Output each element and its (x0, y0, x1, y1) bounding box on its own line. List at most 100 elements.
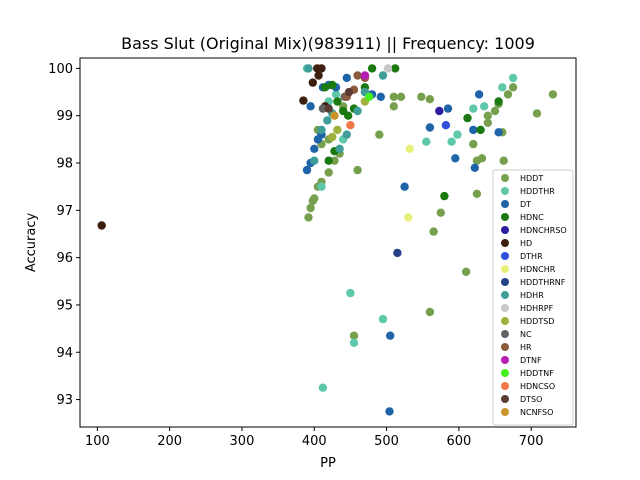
point-hdnc-2 (333, 97, 342, 106)
legend-marker-hdnchr (501, 265, 509, 273)
point-hddthr-11 (498, 83, 507, 92)
point-hdnc-0 (320, 83, 330, 92)
point-hddt-29 (490, 106, 500, 116)
point-hddt-31 (503, 90, 513, 99)
point-hd-0 (97, 221, 106, 230)
legend-label-dthr: DTHR (520, 252, 543, 261)
legend-label-dtso: DTSO (520, 395, 542, 404)
x-tick-label-1: 200 (157, 434, 182, 449)
point-dt-20 (494, 128, 503, 137)
point-hddt-32 (508, 83, 518, 92)
y-tick-label-5: 98 (56, 157, 73, 172)
point-hdnc-13 (476, 125, 485, 135)
point-hddt-23 (349, 331, 359, 340)
point-hddt-14 (375, 130, 384, 139)
point-hdhrpf-0 (383, 64, 393, 73)
legend-label-hddthr: HDDTHR (520, 187, 555, 196)
point-dt-0 (302, 165, 312, 175)
x-tick-label-5: 600 (446, 434, 471, 449)
legend-marker-hdnc (501, 213, 509, 221)
y-tick-label-1: 94 (56, 346, 73, 361)
legend-marker-nc (501, 330, 509, 338)
chart-title: Bass Slut (Original Mix)(983911) || Freq… (121, 34, 535, 53)
legend-marker-dt (501, 200, 509, 208)
point-hdnc-1 (328, 80, 337, 90)
legend-marker-hddtnf (501, 369, 509, 377)
y-tick-label-4: 97 (56, 204, 73, 219)
point-hdnchr-1 (405, 144, 414, 153)
legend: HDDTHDDTHRDTHDNCHDNCHRSOHDDTHRHDNCHRHDDT… (492, 169, 574, 426)
legend-label-dtnf: DTNF (520, 356, 542, 365)
legend-label-hr: HR (520, 343, 532, 352)
legend-label-hdncso: HDNCSO (520, 382, 555, 391)
legend-marker-hdhr (501, 291, 509, 299)
point-hddt-20 (436, 208, 445, 217)
x-tick-label-0: 100 (85, 434, 110, 449)
point-hddthr-7 (447, 137, 456, 146)
y-axis: 93 94 95 96 97 98 99 100 (48, 62, 80, 408)
legend-marker-hddthrnf (501, 278, 509, 286)
point-dt-18 (470, 163, 479, 172)
point-hddt-21 (429, 227, 438, 236)
y-tick-label-7: 100 (48, 62, 73, 77)
point-hddt-35 (499, 156, 508, 165)
legend-marker-hdhrpf (501, 304, 509, 312)
point-hddt-36 (472, 189, 482, 198)
point-hddthr-2 (318, 383, 328, 392)
point-hddt-3 (310, 194, 319, 203)
point-hddthr-3 (346, 288, 355, 298)
point-hddt-24 (461, 267, 471, 276)
legend-label-nc: NC (520, 330, 532, 339)
point-hddthr-8 (453, 130, 462, 139)
legend-marker-ncnfso (501, 408, 509, 416)
point-hddt-18 (417, 92, 426, 102)
legend-marker-dthr (501, 252, 509, 260)
point-hddt-1 (306, 203, 315, 213)
point-hdnchr-0 (404, 213, 413, 222)
point-dt-21 (306, 102, 315, 111)
point-hddt-17 (389, 102, 398, 111)
y-axis-title: Accuracy (24, 213, 39, 273)
point-hddt-13 (353, 165, 362, 175)
legend-marker-hr (501, 343, 509, 351)
point-ncnfso-0 (330, 111, 339, 120)
point-hddthr-9 (469, 104, 478, 113)
point-hdnc-8 (391, 64, 400, 73)
point-hddthr-12 (508, 73, 518, 83)
point-hd-5 (314, 71, 323, 80)
legend-label-dt: DT (520, 200, 531, 209)
point-hdhr-5 (335, 144, 344, 153)
point-hddt-27 (477, 154, 487, 163)
point-hdnc-14 (494, 97, 503, 106)
legend-label-hdhr: HDHR (520, 291, 544, 300)
point-dt-16 (451, 154, 460, 163)
point-hdhr-3 (323, 116, 332, 125)
legend-label-ncnfso: NCNFSO (520, 408, 553, 417)
point-hdhr-7 (353, 106, 362, 116)
point-hddtsd-0 (328, 132, 337, 142)
point-hdnchrso-0 (435, 106, 444, 116)
legend-box (492, 169, 574, 426)
legend-marker-hdncso (501, 382, 509, 390)
point-hddt-37 (532, 109, 542, 118)
point-hddt-22 (425, 307, 435, 317)
point-hdnc-4 (344, 111, 353, 120)
point-dtnf-0 (360, 71, 370, 80)
point-dtso-1 (344, 87, 354, 97)
point-hd-4 (317, 64, 326, 73)
point-dt-19 (474, 90, 484, 99)
plot-frame (79, 57, 577, 428)
point-hdncso-0 (346, 121, 355, 130)
legend-label-hd: HD (520, 239, 532, 248)
legend-label-hdnchrso: HDNCHRSO (520, 226, 567, 235)
point-dt-8 (342, 73, 351, 83)
point-hddthr-4 (349, 338, 359, 347)
legend-label-hdnc: HDNC (520, 213, 544, 222)
legend-marker-hddt (501, 174, 509, 182)
y-tick-label-0: 93 (56, 393, 73, 408)
point-hdnc-12 (463, 113, 472, 123)
legend-marker-hd (501, 239, 509, 247)
legend-marker-dtnf (501, 356, 509, 364)
point-hddthr-10 (480, 102, 489, 111)
legend-marker-hddtsd (501, 317, 509, 325)
